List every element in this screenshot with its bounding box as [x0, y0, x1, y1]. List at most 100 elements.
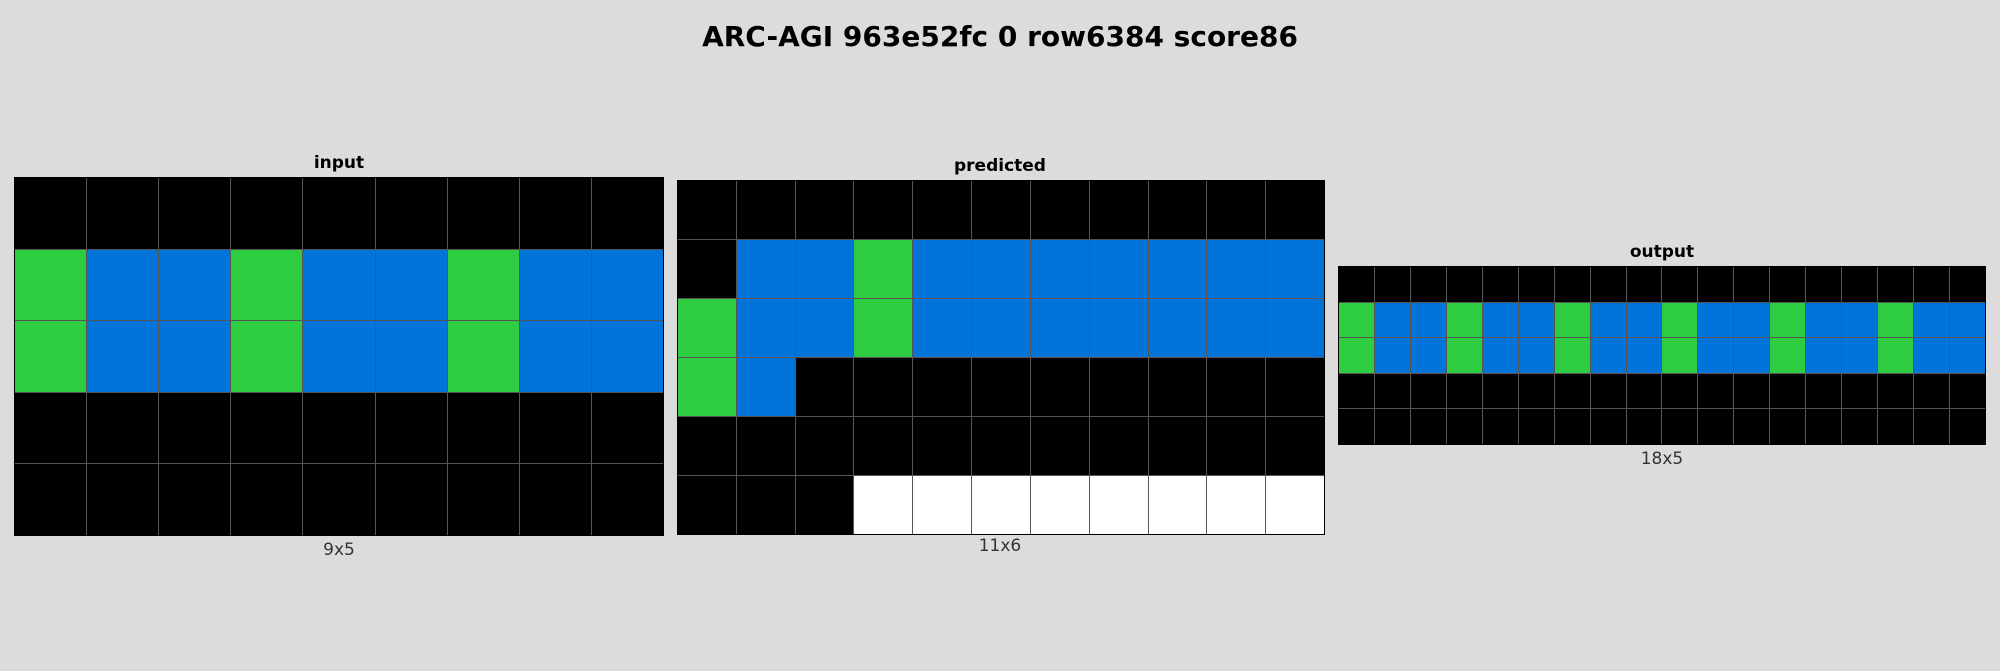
grid-cell — [913, 476, 972, 534]
grid-cell — [1554, 409, 1590, 444]
grid-cell — [736, 181, 795, 239]
grid-cell — [736, 358, 795, 416]
grid-cell — [1878, 302, 1914, 338]
grid-cell — [1089, 240, 1148, 298]
grid-cell — [1148, 240, 1207, 298]
grid-cell — [1950, 267, 1985, 302]
grid-cell — [1148, 417, 1207, 475]
grid-cell — [1878, 338, 1914, 373]
grid-cell — [375, 464, 447, 535]
grid-cell — [1266, 476, 1324, 534]
grid-cell — [1374, 302, 1410, 338]
grid-cell — [1148, 299, 1207, 357]
grid-cell — [1734, 373, 1770, 409]
grid-cell — [303, 392, 375, 464]
grid-cell — [1698, 302, 1734, 338]
grid-cell — [87, 178, 159, 249]
grid-cell — [303, 249, 375, 321]
grid-cell — [913, 299, 972, 357]
grid-cell — [1842, 267, 1878, 302]
grid-cell — [1950, 409, 1985, 444]
grid-cell — [1554, 338, 1590, 373]
grid-cell — [231, 249, 303, 321]
grid-cell — [1770, 302, 1806, 338]
grid-cell — [1662, 409, 1698, 444]
predicted-panel: predicted 11x6 — [676, 153, 1325, 563]
grid-cell — [1878, 373, 1914, 409]
grid-cell — [1698, 373, 1734, 409]
output-panel-label: output — [1629, 242, 1695, 262]
grid-cell — [1030, 181, 1089, 239]
grid-cell — [1950, 373, 1985, 409]
grid-cell — [1698, 338, 1734, 373]
grid-cell — [1590, 267, 1626, 302]
grid-cell — [591, 464, 663, 535]
grid-cell — [159, 392, 231, 464]
grid-cell — [519, 464, 591, 535]
grid-cell — [1089, 417, 1148, 475]
grid-cell — [795, 417, 854, 475]
grid-cell — [1446, 267, 1482, 302]
grid-cell — [447, 249, 519, 321]
grid-cell — [1207, 417, 1266, 475]
grid-cell — [1806, 338, 1842, 373]
grid-cell — [519, 321, 591, 392]
grid-cell — [231, 321, 303, 392]
input-panel-label: input — [313, 153, 365, 173]
grid-cell — [303, 464, 375, 535]
grid-cell — [1554, 302, 1590, 338]
grid-cell — [795, 181, 854, 239]
grid-cell — [1878, 409, 1914, 444]
input-panel: input 9x5 — [14, 150, 664, 570]
grid-cell — [1518, 409, 1554, 444]
grid-cell — [736, 299, 795, 357]
grid-cell — [1410, 302, 1446, 338]
grid-cell — [1626, 409, 1662, 444]
grid-cell — [1410, 267, 1446, 302]
grid-cell — [1518, 302, 1554, 338]
grid-cell — [591, 178, 663, 249]
grid-cell — [1030, 240, 1089, 298]
grid-cell — [1842, 373, 1878, 409]
grid-cell — [736, 240, 795, 298]
grid-cell — [913, 417, 972, 475]
grid-cell — [1770, 338, 1806, 373]
grid-cell — [519, 392, 591, 464]
grid-cell — [1590, 338, 1626, 373]
grid-cell — [1207, 476, 1266, 534]
grid-cell — [15, 321, 87, 392]
grid-cell — [795, 299, 854, 357]
grid-cell — [231, 392, 303, 464]
grid-cell — [303, 321, 375, 392]
grid-cell — [1266, 417, 1324, 475]
grid-cell — [1374, 338, 1410, 373]
grid-cell — [15, 464, 87, 535]
grid-cell — [1030, 358, 1089, 416]
grid-cell — [1374, 409, 1410, 444]
grid-cell — [1698, 267, 1734, 302]
grid-cell — [913, 240, 972, 298]
grid-cell — [1554, 373, 1590, 409]
grid-cell — [591, 249, 663, 321]
grid-cell — [854, 476, 913, 534]
grid-cell — [854, 358, 913, 416]
predicted-panel-label: predicted — [954, 156, 1046, 176]
grid-cell — [1590, 302, 1626, 338]
grid-cell — [1482, 302, 1518, 338]
grid-cell — [1914, 373, 1950, 409]
grid-cell — [913, 358, 972, 416]
grid-cell — [678, 476, 736, 534]
grid-cell — [519, 178, 591, 249]
grid-cell — [1554, 267, 1590, 302]
grid-cell — [1842, 409, 1878, 444]
predicted-grid — [677, 180, 1325, 535]
grid-cell — [1698, 409, 1734, 444]
grid-cell — [1339, 302, 1374, 338]
grid-cell — [854, 181, 913, 239]
grid-cell — [591, 392, 663, 464]
grid-cell — [1806, 267, 1842, 302]
grid-cell — [447, 178, 519, 249]
grid-cell — [1914, 409, 1950, 444]
grid-cell — [1770, 267, 1806, 302]
grid-cell — [15, 249, 87, 321]
